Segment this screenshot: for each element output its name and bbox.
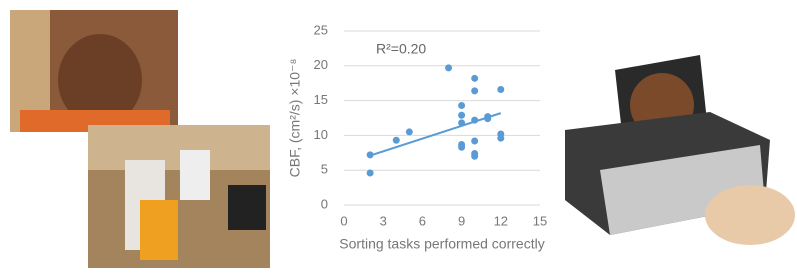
x-tick-label: 15 (533, 213, 547, 228)
figure: CBF, (cm²/s) ×10⁻⁸ Sorting tasks perform… (0, 0, 797, 273)
data-point (367, 169, 374, 176)
data-point (497, 86, 504, 93)
y-tick-label: 25 (314, 22, 328, 37)
data-point (471, 75, 478, 82)
data-point (458, 112, 465, 119)
data-point (445, 64, 452, 71)
data-point (471, 117, 478, 124)
page: CBF, (cm²/s) ×10⁻⁸ Sorting tasks perform… (0, 0, 797, 278)
y-tick-label: 15 (314, 92, 328, 107)
data-point (393, 137, 400, 144)
x-tick-label: 6 (419, 213, 426, 228)
photo-child (10, 10, 178, 132)
data-point (484, 115, 491, 122)
y-tick-label: 20 (314, 57, 328, 72)
data-point (471, 87, 478, 94)
y-tick-label: 10 (314, 127, 328, 142)
photo-testing (88, 125, 270, 268)
photo-device (565, 55, 795, 245)
x-tick-label: 0 (340, 213, 347, 228)
y-axis-label: CBF, (cm²/s) ×10⁻⁸ (287, 59, 303, 178)
x-tick-label: 12 (494, 213, 508, 228)
data-point (458, 102, 465, 109)
trendline (370, 113, 501, 155)
data-point (471, 153, 478, 160)
y-tick-label: 0 (321, 196, 328, 211)
data-point (497, 135, 504, 142)
data-point (471, 137, 478, 144)
data-point (458, 119, 465, 126)
data-point (367, 151, 374, 158)
data-point (458, 144, 465, 151)
x-tick-label: 3 (380, 213, 387, 228)
data-point (406, 128, 413, 135)
x-tick-label: 9 (458, 213, 465, 228)
y-tick-label: 5 (321, 162, 328, 177)
x-axis-label: Sorting tasks performed correctly (339, 236, 544, 252)
annotation: R²=0.20 (376, 41, 426, 57)
